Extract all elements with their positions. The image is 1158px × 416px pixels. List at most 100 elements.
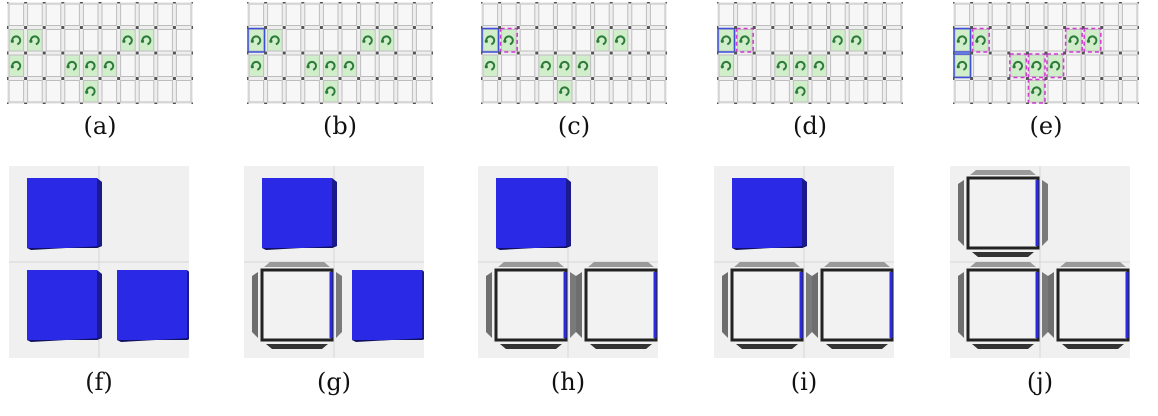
cell-square xyxy=(322,3,339,26)
grid-peg xyxy=(665,2,667,4)
grid-cell xyxy=(101,80,118,103)
cell-square xyxy=(482,3,499,26)
grid-peg xyxy=(553,26,557,29)
cell-square xyxy=(954,80,971,103)
grid-peg xyxy=(282,77,286,80)
grid-cell xyxy=(792,3,809,26)
grid-peg xyxy=(1063,26,1067,29)
selection-marker xyxy=(953,27,972,53)
grid-peg xyxy=(481,102,483,104)
selection-marker xyxy=(735,27,754,53)
cell-square xyxy=(120,54,136,77)
grid-peg xyxy=(808,51,812,55)
grid-peg xyxy=(1137,102,1139,104)
grid-peg xyxy=(7,51,9,55)
cell-square xyxy=(138,54,155,77)
cell-square xyxy=(954,29,971,52)
grid-peg xyxy=(827,102,831,104)
grid-cell xyxy=(538,3,554,26)
selection-marker xyxy=(1027,78,1046,104)
grid-cell xyxy=(1103,80,1119,103)
grid-cell xyxy=(792,54,809,77)
grid-peg xyxy=(970,51,974,55)
grid-peg xyxy=(7,26,9,29)
grid-cell xyxy=(267,54,283,77)
cell-square xyxy=(285,3,302,26)
grid-cell xyxy=(304,54,320,77)
grid-peg xyxy=(357,51,361,55)
grid-peg xyxy=(301,51,305,55)
cell-square xyxy=(556,3,573,26)
grid-cell xyxy=(341,54,358,77)
grid-cell xyxy=(1066,54,1082,77)
grid-peg xyxy=(42,77,46,80)
grid-peg xyxy=(394,2,398,4)
grid-peg xyxy=(734,2,738,4)
grid-peg xyxy=(7,102,9,104)
grid-cell xyxy=(848,54,865,77)
cell-square xyxy=(830,54,846,77)
cell-square xyxy=(248,29,265,52)
cell-square xyxy=(991,80,1008,103)
rotate-icon-tip xyxy=(29,39,33,43)
cell-square xyxy=(1028,3,1045,26)
cell-square xyxy=(885,54,902,77)
grid-cell xyxy=(575,54,592,77)
rotate-icon xyxy=(485,35,496,46)
cell-square xyxy=(1010,29,1026,52)
grid-peg xyxy=(864,102,868,104)
grid-peg xyxy=(117,26,121,29)
grid-cell xyxy=(1083,27,1102,53)
grid-cell xyxy=(248,54,265,77)
grid-peg xyxy=(338,26,342,29)
hollow-frame xyxy=(958,170,1048,257)
cell-square xyxy=(612,3,629,26)
cell-square xyxy=(1121,80,1138,103)
grid-peg xyxy=(845,2,849,4)
grid-peg xyxy=(357,77,361,80)
cell-square xyxy=(649,54,666,77)
rotate-icon xyxy=(957,60,968,71)
grid-peg xyxy=(319,77,323,80)
grid-cell xyxy=(378,29,395,52)
grid-cell xyxy=(612,29,629,52)
grid-peg xyxy=(988,2,992,4)
cell-square xyxy=(1121,3,1138,26)
grid-peg xyxy=(553,2,557,4)
rotate-icon-tip xyxy=(1012,65,1016,69)
bevel-right xyxy=(1042,272,1048,338)
cell-square xyxy=(991,3,1008,26)
grid-cell xyxy=(718,3,735,26)
cell-square xyxy=(848,29,865,52)
grid-cell xyxy=(991,3,1008,26)
grid-peg xyxy=(357,2,361,4)
cell-square xyxy=(397,29,413,52)
grid-peg xyxy=(79,51,83,55)
grid-peg xyxy=(135,26,139,29)
cell-square xyxy=(594,80,610,103)
rotate-icon-tip xyxy=(813,65,817,69)
grid-peg xyxy=(1118,51,1122,55)
grid-cell xyxy=(1121,80,1138,103)
grid-peg xyxy=(882,2,886,4)
cell-square xyxy=(304,80,320,103)
grid-peg xyxy=(431,26,433,29)
cell-square xyxy=(175,3,192,26)
grid-peg xyxy=(628,2,632,4)
rotate-icon-tip xyxy=(850,39,855,43)
cube-face xyxy=(117,270,187,340)
grid-cell xyxy=(378,3,395,26)
rotate-icon-tip xyxy=(1086,39,1091,43)
cell-square xyxy=(101,3,118,26)
cell-square xyxy=(341,80,358,103)
grid-peg xyxy=(882,77,886,80)
grid-peg xyxy=(24,51,28,55)
cell-square xyxy=(82,29,99,52)
rotate-icon xyxy=(1068,35,1079,46)
grid-cell xyxy=(157,80,173,103)
rotate-icon-tip xyxy=(484,39,488,43)
grid-peg xyxy=(61,77,65,80)
grid-peg xyxy=(264,51,268,55)
grid-peg xyxy=(375,77,379,80)
cell-square xyxy=(556,54,573,77)
